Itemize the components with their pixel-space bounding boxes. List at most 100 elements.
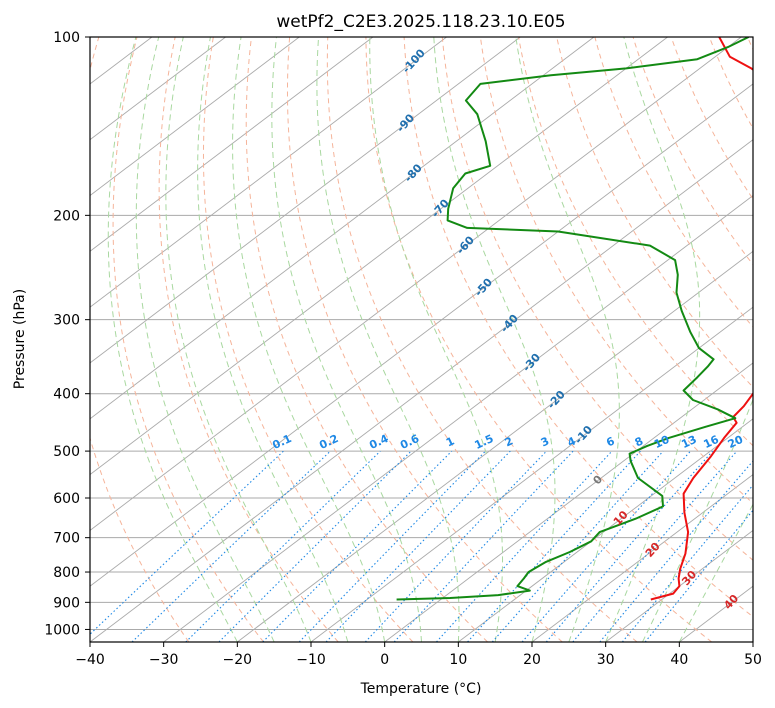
isotherm-line [90,37,521,364]
x-tick-label: 0 [380,652,389,668]
dewpoint-profile [396,37,750,601]
isotherm-label: -60 [454,233,477,257]
dry-adiabat-line [112,37,264,642]
dry-adiabat-line [90,37,190,642]
isotherm-label: -90 [394,111,417,135]
y-tick-label: 800 [53,565,80,581]
mixing-ratio-line [644,509,753,642]
isotherm-line [384,362,753,642]
y-tick-label: 200 [53,208,80,224]
isotherm-label: 30 [679,568,699,588]
dry-adiabat-line [158,37,339,642]
mixing-ratio-line [491,450,664,642]
isotherm-line [90,37,595,420]
dry-adiabat-line [286,37,563,642]
mixing-ratio-line [325,450,511,642]
mixing-ratio-label: 30 [771,433,775,451]
dry-adiabat-line [365,37,713,642]
isotherm-line [605,529,753,642]
dry-adiabat-line [479,37,753,504]
moist-adiabat-line [271,37,422,642]
x-axis: −40 −30 −20 −10 0 10 20 30 40 50 [75,642,762,668]
isotherm-label: -30 [520,351,543,375]
moist-adiabat-line [369,37,504,642]
y-tick-label: 400 [53,387,80,403]
isotherm-label: -100 [400,46,428,75]
y-tick-label: 1000 [44,622,80,638]
plot-frame [89,36,754,643]
moist-adiabat-line [197,37,349,642]
isotherm-label: -20 [545,388,568,412]
x-tick-label: 10 [449,652,467,668]
mixing-ratio-label: 13 [679,433,698,451]
x-tick-label: −30 [149,652,179,668]
dry-adiabat-line [403,37,753,618]
mixing-ratio-label: 16 [702,433,722,451]
mixing-ratio-label: 0.4 [367,432,390,452]
isotherm-line [531,474,753,642]
isotherm-label: 40 [721,592,741,612]
mixing-ratio-label: 3 [539,434,551,449]
moist-adiabat-line [165,37,312,642]
isotherm-line [90,139,753,642]
dry-adiabat-line [441,37,753,561]
y-tick-label: 100 [53,30,80,46]
mixing-ratio-label: 25 [750,433,769,451]
background-lines [90,37,753,642]
x-tick-label: −10 [296,652,326,668]
moist-adiabat-line [515,37,620,642]
dry-adiabat-line [556,37,753,388]
dry-adiabat-line [632,37,753,266]
isotherm-line [237,250,753,642]
mixing-ratio-label: 1 [444,434,456,449]
moist-adiabat-line [605,37,701,642]
mixing-ratio-label: 2 [503,434,515,449]
isotherm-line [310,306,753,642]
y-tick-label: 700 [53,531,80,547]
y-axis-label: Pressure (hPa) [12,289,28,389]
mixing-ratio-line [131,450,331,642]
isotherm-line [90,37,742,531]
temperature-profile [650,37,753,601]
isotherm-line [90,37,668,476]
x-tick-label: 40 [670,652,688,668]
y-tick-label: 300 [53,313,80,329]
y-tick-label: 900 [53,595,80,611]
mixing-ratio-label: 6 [604,434,617,449]
isotherm-label: 10 [611,508,631,528]
dry-adiabat-line [326,37,638,642]
mixing-ratio-line [298,450,486,642]
mixing-ratio-line [218,450,412,642]
mixing-ratio-line [521,450,691,642]
mixing-ratio-label: 0.2 [317,432,340,452]
isotherm-label: -50 [472,275,495,299]
x-tick-label: −20 [223,652,253,668]
isotherm-label: -40 [498,312,521,336]
isotherm-label: 20 [643,540,663,560]
y-axis: 100 200 300 400 500 600 700 800 900 1000 [44,30,90,638]
sounding-profiles [396,37,753,601]
isotherm-line [90,83,753,587]
mixing-ratio-line [436,450,613,642]
mixing-ratio-label: 10 [652,433,672,451]
isotherm-line [90,37,374,252]
x-tick-label: 50 [744,652,762,668]
x-tick-label: 30 [597,652,615,668]
mixing-ratio-line [185,450,381,642]
isotherm-line [90,37,447,308]
dry-adiabat-line [747,37,753,51]
isotherm-line [752,641,753,642]
isotherm-line [90,37,300,197]
dry-adiabat-line [670,37,753,200]
moist-adiabat-line [232,37,386,642]
moist-adiabat-line [316,37,460,642]
isotherm-line [163,194,753,642]
mixing-ratio-line [621,484,753,642]
mixing-ratio-line [467,450,641,642]
y-tick-label: 500 [53,444,80,460]
isotherm-line [90,37,226,141]
moist-adiabat-line [433,37,556,642]
x-tick-label: 20 [523,652,541,668]
chart-title: wetPf2_C2E3.2025.118.23.10.E05 [276,12,565,32]
